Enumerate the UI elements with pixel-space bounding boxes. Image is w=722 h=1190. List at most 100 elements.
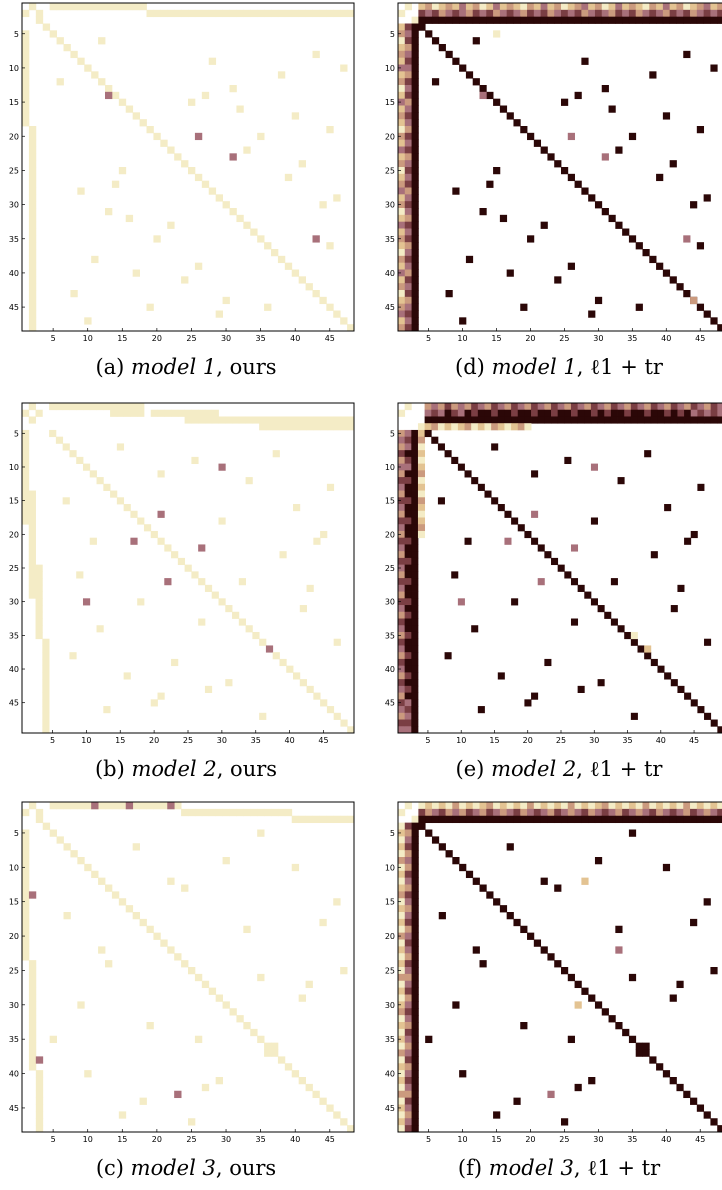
matrix-cell <box>28 1042 37 1050</box>
matrix-cell <box>404 1042 412 1050</box>
matrix-cell <box>98 78 106 86</box>
y-tick-label: 10 <box>9 463 19 472</box>
matrix-cell <box>684 537 692 545</box>
matrix-cell <box>326 483 335 491</box>
matrix-cell <box>398 692 406 700</box>
matrix-cell <box>425 802 433 810</box>
x-tick-label: 30 <box>217 736 227 745</box>
matrix-cell <box>520 802 528 810</box>
matrix-cell <box>451 423 459 431</box>
matrix-cell <box>608 9 616 18</box>
matrix-cell <box>411 1090 419 1099</box>
matrix-cell <box>479 208 487 216</box>
y-tick-label: 5 <box>14 30 19 39</box>
matrix-cell <box>398 877 406 885</box>
matrix-cell <box>557 403 565 411</box>
matrix-cell <box>669 16 677 24</box>
matrix-cell <box>437 443 445 451</box>
matrix-cell <box>118 98 127 106</box>
y-tick-label: 15 <box>9 98 19 107</box>
matrix-cell <box>411 324 419 332</box>
matrix-cell <box>398 57 406 65</box>
matrix-cell <box>398 638 406 646</box>
matrix-cell <box>22 808 30 817</box>
matrix-cell <box>28 403 36 411</box>
matrix-cell <box>250 9 258 18</box>
matrix-cell <box>445 3 453 11</box>
matrix-cell <box>404 119 412 127</box>
matrix-cell <box>150 409 158 417</box>
matrix-cell <box>28 504 36 512</box>
matrix-cell <box>28 276 37 284</box>
matrix-cell <box>704 416 712 424</box>
matrix-cell <box>411 470 419 478</box>
panel-c-frame <box>21 801 355 1133</box>
matrix-cell <box>649 815 657 824</box>
matrix-cell <box>398 719 406 727</box>
matrix-cell <box>497 504 505 512</box>
matrix-cell <box>398 1077 406 1085</box>
x-tick-label: 45 <box>695 334 705 343</box>
matrix-cell <box>404 530 412 539</box>
matrix-cell <box>662 9 671 18</box>
matrix-cell <box>649 802 657 810</box>
y-tick-label: 35 <box>9 631 19 640</box>
matrix-cell <box>411 1070 419 1078</box>
matrix-cell <box>411 815 419 824</box>
matrix-cell <box>298 276 306 284</box>
matrix-cell <box>584 403 592 411</box>
matrix-cell <box>398 436 406 444</box>
matrix-cell <box>398 139 406 147</box>
panel-f-caption: (f) model 3, ℓ1 + tr <box>458 1156 661 1180</box>
matrix-cell <box>642 802 650 810</box>
matrix-cell <box>137 598 145 606</box>
matrix-cell <box>291 863 300 872</box>
matrix-cell <box>398 912 406 920</box>
matrix-cell <box>540 221 548 229</box>
matrix-cell <box>511 423 519 431</box>
matrix-cell <box>499 214 508 223</box>
matrix-cell <box>398 1008 406 1016</box>
matrix-cell <box>418 802 426 810</box>
matrix-cell <box>540 877 548 885</box>
matrix-cell <box>650 416 658 424</box>
matrix-cell <box>222 9 230 18</box>
matrix-cell <box>398 665 406 673</box>
matrix-cell <box>669 815 677 824</box>
matrix-cell <box>146 126 154 134</box>
matrix-cell <box>465 9 474 18</box>
matrix-cell <box>215 994 223 1002</box>
y-tick-label: 40 <box>9 665 19 674</box>
matrix-cell <box>160 139 168 147</box>
matrix-cell <box>160 802 168 810</box>
matrix-cell <box>404 403 412 411</box>
matrix-cell <box>590 416 598 424</box>
x-tick-label: 15 <box>491 1135 501 1144</box>
matrix-cell <box>215 310 223 318</box>
matrix-cell <box>404 262 412 270</box>
matrix-cell <box>398 857 406 865</box>
matrix-cell <box>398 932 406 940</box>
matrix-cell <box>717 726 722 734</box>
matrix-cell <box>471 625 479 633</box>
matrix-cell <box>597 403 605 411</box>
matrix-cell <box>662 1070 671 1078</box>
matrix-cell <box>594 201 603 209</box>
matrix-cell <box>257 973 265 982</box>
matrix-cell <box>284 808 293 817</box>
matrix-cell <box>146 802 154 810</box>
matrix-cell <box>484 409 492 417</box>
matrix-cell <box>484 423 492 431</box>
matrix-cell <box>451 409 459 417</box>
matrix-cell <box>683 16 691 24</box>
matrix-cell <box>208 187 217 195</box>
matrix-cell <box>35 605 43 613</box>
matrix-cell <box>411 30 419 38</box>
matrix-cell <box>637 645 645 653</box>
matrix-cell <box>333 9 341 18</box>
matrix-cell <box>511 409 519 417</box>
matrix-cell <box>411 863 419 872</box>
matrix-cell <box>82 403 91 411</box>
matrix-cell <box>22 470 30 478</box>
matrix-cell <box>554 3 562 11</box>
